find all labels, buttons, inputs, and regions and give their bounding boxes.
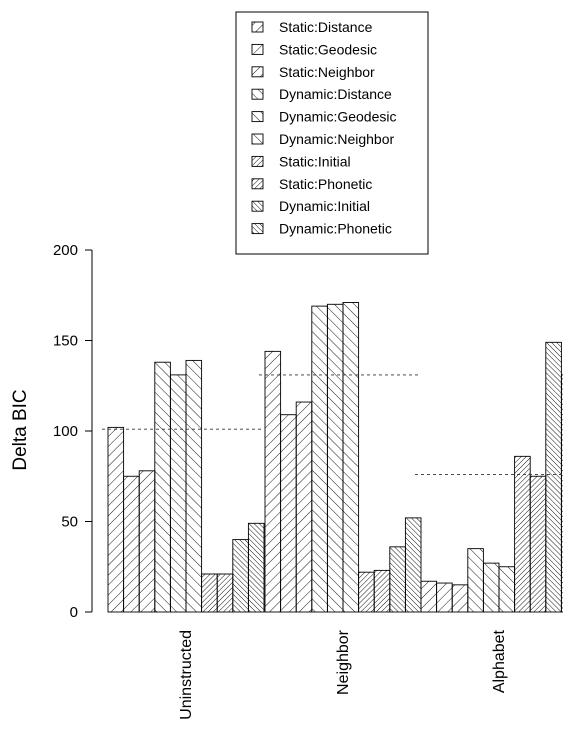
legend-label: Dynamic:Initial bbox=[279, 198, 370, 214]
legend-label: Dynamic:Geodesic bbox=[279, 109, 397, 125]
bar bbox=[295, 401, 313, 613]
category-labels: Uninstructed Neighbor Alphabet bbox=[178, 629, 508, 719]
legend-label: Static:Phonetic bbox=[279, 176, 372, 192]
bar bbox=[436, 582, 453, 613]
legend-label: Dynamic:Neighbor bbox=[279, 131, 394, 147]
category-label: Alphabet bbox=[491, 629, 508, 693]
legend-label: Static:Geodesic bbox=[279, 41, 377, 57]
bar bbox=[169, 374, 187, 613]
legend-label: Static:Distance bbox=[279, 19, 373, 35]
legend-swatch bbox=[251, 155, 264, 167]
legend-label: Static:Neighbor bbox=[279, 64, 375, 80]
legend-swatch bbox=[251, 223, 264, 235]
bar bbox=[280, 414, 297, 613]
legend-swatch bbox=[251, 43, 264, 55]
legend-swatch bbox=[251, 133, 264, 145]
bar bbox=[264, 350, 282, 613]
bar bbox=[373, 569, 391, 613]
bar bbox=[247, 522, 265, 613]
bar bbox=[545, 341, 562, 613]
y-tick-label: 100 bbox=[53, 423, 78, 440]
bar bbox=[482, 562, 500, 613]
y-axis-title: Delta BIC bbox=[10, 389, 31, 470]
bars-group bbox=[107, 302, 563, 613]
bar bbox=[498, 566, 516, 613]
bar bbox=[107, 426, 125, 613]
legend-swatch bbox=[251, 200, 264, 212]
legend-label: Static:Initial bbox=[279, 153, 351, 169]
bar bbox=[123, 475, 140, 613]
legend-swatch bbox=[251, 21, 264, 33]
bar bbox=[326, 303, 344, 613]
legend-swatch bbox=[251, 66, 264, 78]
legend-box bbox=[235, 11, 429, 255]
legend: Static:Distance Static:Geodesic Static:Nei… bbox=[235, 11, 429, 255]
bar bbox=[529, 475, 547, 613]
bar bbox=[514, 455, 531, 613]
bar bbox=[451, 584, 469, 613]
bar bbox=[201, 573, 218, 613]
bar bbox=[232, 539, 249, 613]
legend-swatch bbox=[251, 88, 264, 100]
y-tick-label: 200 bbox=[53, 242, 78, 259]
bar bbox=[342, 302, 360, 613]
bar bbox=[560, 374, 563, 613]
legend-swatch bbox=[251, 111, 264, 123]
bar bbox=[420, 580, 438, 613]
y-tick-label: 0 bbox=[70, 604, 78, 621]
bar bbox=[358, 571, 375, 613]
bar bbox=[185, 359, 203, 613]
reference-lines bbox=[102, 374, 563, 475]
bar bbox=[467, 548, 484, 613]
bar bbox=[404, 517, 422, 613]
category-label: Neighbor bbox=[335, 629, 352, 695]
bar bbox=[216, 573, 234, 613]
legend-label: Dynamic:Distance bbox=[279, 86, 392, 102]
legend-label: Dynamic:Phonetic bbox=[279, 221, 392, 237]
legend-swatch bbox=[251, 178, 264, 190]
bar bbox=[389, 546, 406, 613]
y-tick-label: 50 bbox=[61, 514, 78, 531]
y-tick-label: 150 bbox=[53, 333, 78, 350]
bar bbox=[311, 305, 328, 613]
y-axis: 0 50 100 150 200 bbox=[53, 242, 93, 621]
bar bbox=[154, 361, 171, 613]
category-label: Uninstructed bbox=[178, 630, 195, 720]
bar bbox=[138, 470, 156, 613]
